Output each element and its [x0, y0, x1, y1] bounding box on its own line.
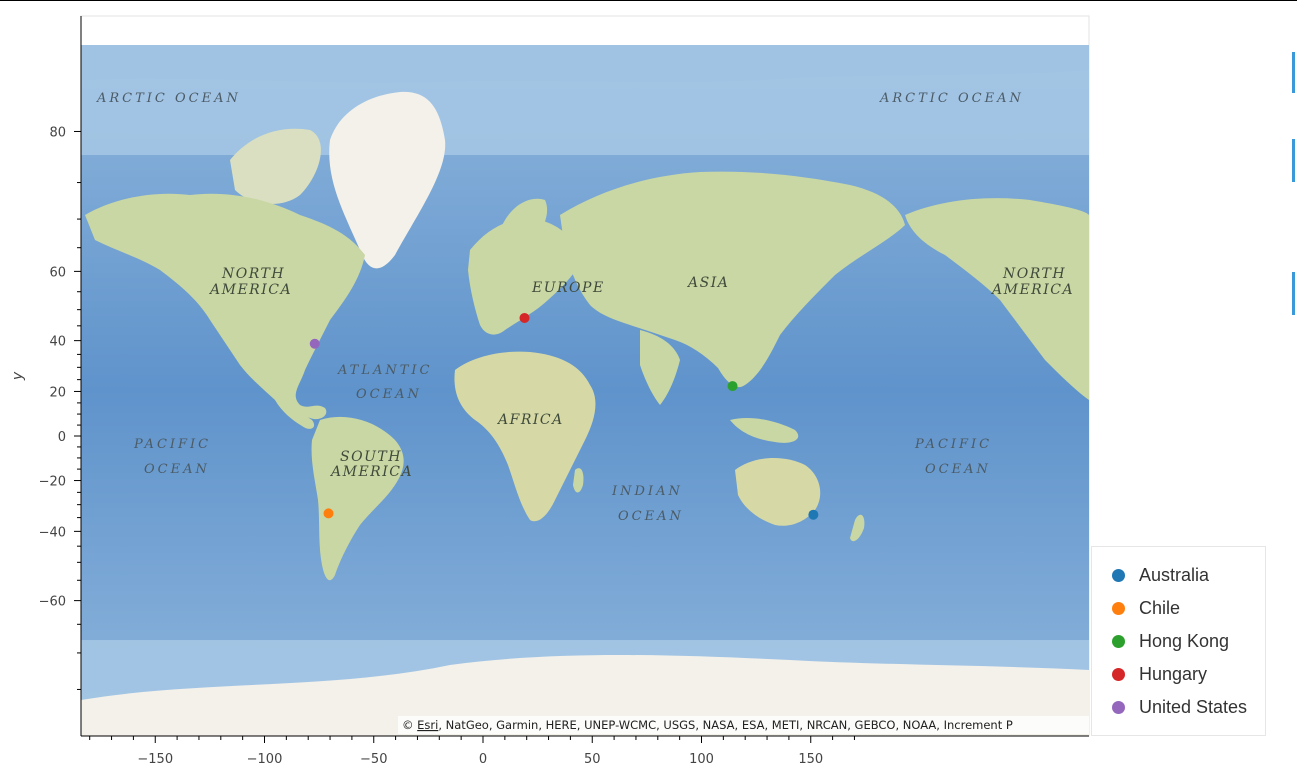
asia-label: ASIA: [686, 275, 729, 291]
central-america: [275, 400, 315, 429]
x-axis-ticks: −150 −100 −50 0 50 100 150: [89, 736, 855, 767]
north-america: [85, 193, 365, 420]
top-border: [0, 0, 1297, 1]
legend-label: United States: [1139, 696, 1248, 717]
toolbar-tool-reset[interactable]: [1292, 272, 1295, 315]
toolbar-tool-pan[interactable]: [1292, 52, 1295, 93]
point-united-states[interactable]: [309, 338, 320, 349]
legend-label: Australia: [1139, 564, 1210, 585]
point-australia[interactable]: [808, 509, 819, 520]
legend-marker: [1112, 667, 1125, 681]
pacific-ocean-left-label-2: OCEAN: [144, 462, 210, 477]
antarctica: [81, 655, 1089, 736]
y-tick-label: −20: [39, 475, 66, 490]
arctic-ocean-right-label: ARCTIC OCEAN: [879, 91, 1024, 106]
attribution-rest: , NatGeo, Garmin, HERE, UNEP-WCMC, USGS,…: [438, 718, 1013, 732]
y-tick-label: −40: [39, 525, 66, 540]
atlantic-ocean-label-2: OCEAN: [356, 387, 422, 402]
atlantic-ocean-label-1: ATLANTIC: [337, 363, 433, 378]
attribution: © Esri, NatGeo, Garmin, HERE, UNEP-WCMC,…: [402, 718, 1013, 732]
x-tick-label: 150: [798, 752, 823, 767]
legend-item-hungary[interactable]: Hungary: [1112, 663, 1207, 685]
madagascar: [573, 468, 584, 493]
legend-label: Chile: [1139, 597, 1181, 618]
attribution-background: [398, 716, 1089, 734]
x-tick-label: −150: [137, 752, 173, 767]
y-axis-ticks: 80 60 40 20 0 −20 −40 −60: [39, 125, 81, 690]
arctic-ocean-left-label: ARCTIC OCEAN: [96, 91, 241, 106]
europe: [468, 218, 585, 335]
legend-marker: [1112, 700, 1125, 714]
south-america-label-1: SOUTH: [340, 449, 402, 465]
north-america-wrap: [905, 198, 1089, 400]
y-axis-title: y: [10, 371, 26, 381]
legend: Australia Chile Hong Kong Hungary United Sta…: [1091, 546, 1266, 736]
north-america-left-label-2: AMERICA: [208, 282, 292, 298]
y-tick-label: 20: [49, 385, 66, 400]
north-america-right-label-1: NORTH: [1002, 266, 1066, 282]
scatter-points: [309, 312, 819, 520]
legend-marker: [1112, 601, 1125, 615]
point-hong-kong[interactable]: [727, 381, 738, 392]
se-asia-islands: [730, 418, 799, 443]
legend-marker: [1112, 634, 1125, 648]
pacific-ocean-right-label-2: OCEAN: [925, 462, 991, 477]
legend-item-hong-kong[interactable]: Hong Kong: [1112, 630, 1229, 652]
x-tick-label: −100: [247, 752, 283, 767]
x-tick-label: 50: [584, 752, 601, 767]
toolbar-tool-zoom[interactable]: [1292, 139, 1295, 182]
africa-label: AFRICA: [496, 412, 564, 428]
australia: [735, 458, 821, 526]
africa: [454, 351, 596, 522]
asia: [560, 171, 905, 388]
point-chile[interactable]: [323, 508, 334, 519]
y-tick-label: −60: [39, 595, 66, 610]
y-tick-label: 40: [49, 335, 66, 350]
basemap-tile: [81, 45, 1089, 736]
europe-label: EUROPE: [531, 280, 605, 296]
south-america-label-2: AMERICA: [329, 464, 413, 480]
y-tick-label: 0: [58, 430, 66, 445]
y-tick-label: 80: [49, 125, 66, 140]
scandinavia: [500, 198, 548, 247]
greenland: [329, 91, 446, 269]
legend-item-australia[interactable]: Australia: [1112, 564, 1209, 586]
north-america-right-label-2: AMERICA: [990, 282, 1074, 298]
x-tick-label: 0: [479, 752, 487, 767]
arctic-sea: [81, 45, 1089, 83]
indian-ocean-label-2: OCEAN: [618, 509, 684, 524]
pacific-ocean-right-label-1: PACIFIC: [914, 437, 992, 452]
north-america-left-label-1: NORTH: [221, 266, 285, 282]
legend-marker: [1112, 568, 1125, 582]
x-tick-label: 100: [689, 752, 714, 767]
indian-ocean-label-1: INDIAN: [611, 484, 683, 499]
india: [640, 330, 680, 405]
x-tick-label: −50: [360, 752, 387, 767]
legend-item-chile[interactable]: Chile: [1112, 597, 1180, 619]
esri-link[interactable]: Esri: [417, 718, 438, 732]
south-america: [311, 416, 404, 581]
point-hungary[interactable]: [519, 312, 530, 323]
legend-item-united-states[interactable]: United States: [1112, 696, 1247, 718]
attribution-prefix: ©: [402, 718, 417, 732]
pacific-ocean-left-label-1: PACIFIC: [133, 437, 211, 452]
legend-label: Hungary: [1139, 663, 1208, 684]
new-zealand: [850, 514, 865, 542]
y-tick-label: 60: [49, 265, 66, 280]
arctic-islands: [230, 128, 321, 205]
legend-label: Hong Kong: [1139, 630, 1230, 651]
